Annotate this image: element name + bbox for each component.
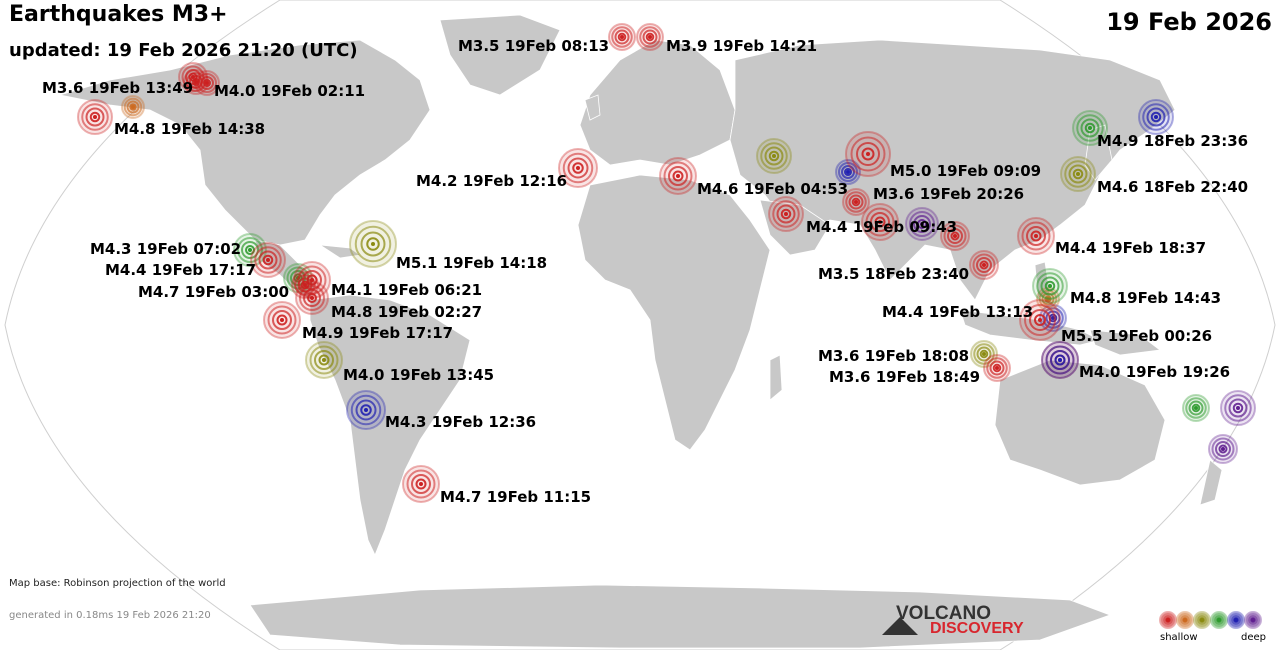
earthquake-marker[interactable] bbox=[305, 341, 343, 379]
earthquake-label[interactable]: M4.8 19Feb 14:38 bbox=[114, 120, 265, 138]
legend-depth-circle[interactable] bbox=[1159, 611, 1177, 629]
logo-text-volcano: VOLCANO bbox=[896, 603, 991, 624]
legend-depth-circle[interactable] bbox=[1210, 611, 1228, 629]
new-guinea bbox=[1089, 329, 1162, 356]
earthquake-marker[interactable] bbox=[1019, 299, 1061, 341]
legend-depth-circle[interactable] bbox=[1227, 611, 1245, 629]
earthquake-label[interactable]: M3.5 19Feb 08:13 bbox=[458, 37, 609, 55]
earthquake-marker[interactable] bbox=[194, 70, 220, 96]
earthquake-label[interactable]: M4.2 19Feb 12:16 bbox=[416, 172, 567, 190]
earthquake-label[interactable]: M4.0 19Feb 13:45 bbox=[343, 366, 494, 384]
earthquake-marker-extra-4[interactable] bbox=[905, 207, 939, 241]
earthquake-label[interactable]: M4.8 19Feb 02:27 bbox=[331, 303, 482, 321]
earthquake-marker-extra-7[interactable] bbox=[1138, 99, 1174, 135]
earthquake-label[interactable]: M4.9 19Feb 17:17 bbox=[302, 324, 453, 342]
earthquake-marker[interactable] bbox=[402, 465, 440, 503]
updated-timestamp: updated: 19 Feb 2026 21:20 (UTC) bbox=[9, 40, 358, 61]
page-title: Earthquakes M3+ bbox=[9, 2, 228, 27]
earthquake-label[interactable]: M4.0 19Feb 02:11 bbox=[214, 82, 365, 100]
earthquake-marker[interactable] bbox=[1041, 341, 1079, 379]
earthquake-marker[interactable] bbox=[983, 354, 1011, 382]
legend-deep-label: deep bbox=[1241, 632, 1266, 643]
volcano-icon bbox=[882, 617, 918, 635]
earthquake-label[interactable]: M3.6 19Feb 18:08 bbox=[818, 347, 969, 365]
earthquake-marker[interactable] bbox=[845, 131, 891, 177]
greenland bbox=[439, 14, 561, 96]
earthquake-label[interactable]: M5.0 19Feb 09:09 bbox=[890, 162, 1041, 180]
new-zealand bbox=[1199, 459, 1223, 506]
earthquake-marker[interactable] bbox=[1017, 217, 1055, 255]
land-masses bbox=[59, 14, 1223, 649]
earthquake-label[interactable]: M4.7 19Feb 03:00 bbox=[138, 283, 289, 301]
depth-legend: shallow deep bbox=[1158, 608, 1268, 648]
earthquake-marker-extra-2[interactable] bbox=[756, 138, 792, 174]
australia bbox=[994, 359, 1166, 486]
logo-text-discovery: DISCOVERY bbox=[930, 620, 1024, 637]
earthquake-label[interactable]: M4.4 19Feb 09:43 bbox=[806, 218, 957, 236]
south-america bbox=[309, 294, 471, 557]
earthquake-marker[interactable] bbox=[969, 250, 999, 280]
earthquake-marker[interactable] bbox=[861, 203, 899, 241]
earthquake-marker[interactable] bbox=[346, 390, 386, 430]
earthquake-label[interactable]: M4.7 19Feb 11:15 bbox=[440, 488, 591, 506]
earthquake-marker[interactable] bbox=[636, 23, 664, 51]
earthquake-marker[interactable] bbox=[250, 242, 286, 278]
earthquake-label[interactable]: M4.0 19Feb 19:26 bbox=[1079, 363, 1230, 381]
earthquake-marker-extra-1[interactable] bbox=[121, 95, 145, 119]
earthquake-marker[interactable] bbox=[233, 233, 267, 267]
earthquake-label[interactable]: M3.9 19Feb 14:21 bbox=[666, 37, 817, 55]
earthquake-label[interactable]: M4.1 19Feb 06:21 bbox=[331, 281, 482, 299]
legend-depth-circle[interactable] bbox=[1244, 611, 1262, 629]
indonesia bbox=[959, 309, 1102, 346]
earthquake-marker[interactable] bbox=[1072, 110, 1108, 146]
earthquake-label[interactable]: M4.6 18Feb 22:40 bbox=[1097, 178, 1248, 196]
earthquake-marker-extra-11[interactable] bbox=[1208, 434, 1238, 464]
earthquake-marker-extra-9[interactable] bbox=[1182, 394, 1210, 422]
earthquake-label[interactable]: M4.3 19Feb 12:36 bbox=[385, 413, 536, 431]
earthquake-marker-extra-3[interactable] bbox=[835, 159, 861, 185]
earthquake-label[interactable]: M4.3 19Feb 07:02 bbox=[90, 240, 241, 258]
earthquake-marker[interactable] bbox=[1032, 268, 1068, 304]
earthquake-label[interactable]: M4.4 19Feb 18:37 bbox=[1055, 239, 1206, 257]
earthquake-marker-extra-5[interactable] bbox=[940, 221, 970, 251]
earthquake-label[interactable]: M5.1 19Feb 14:18 bbox=[396, 254, 547, 272]
depth-legend-circles bbox=[1159, 611, 1262, 629]
earthquake-label[interactable]: M4.8 19Feb 14:43 bbox=[1070, 289, 1221, 307]
earthquake-marker[interactable] bbox=[349, 220, 397, 268]
volcano-discovery-logo[interactable]: VOLCANO DISCOVERY bbox=[880, 603, 1040, 643]
earthquake-marker-extra-12[interactable] bbox=[768, 196, 804, 232]
earthquake-label[interactable]: M4.4 19Feb 17:17 bbox=[105, 261, 256, 279]
legend-shallow-label: shallow bbox=[1160, 632, 1198, 643]
north-america bbox=[59, 39, 431, 246]
map-base-note: Map base: Robinson projection of the wor… bbox=[9, 578, 226, 589]
earthquake-marker-extra-10[interactable] bbox=[1220, 390, 1256, 426]
earthquake-label[interactable]: M5.5 19Feb 00:26 bbox=[1061, 327, 1212, 345]
earthquake-label[interactable]: M3.6 19Feb 13:49 bbox=[42, 79, 193, 97]
earthquake-label[interactable]: M3.5 18Feb 23:40 bbox=[818, 265, 969, 283]
madagascar bbox=[769, 354, 783, 401]
earthquake-label[interactable]: M4.6 19Feb 04:53 bbox=[697, 180, 848, 198]
earthquake-label[interactable]: M3.6 19Feb 18:49 bbox=[829, 368, 980, 386]
earthquake-marker[interactable] bbox=[263, 301, 301, 339]
generated-note: generated in 0.18ms 19 Feb 2026 21:20 bbox=[9, 610, 211, 621]
europe bbox=[579, 39, 736, 166]
earthquake-marker[interactable] bbox=[558, 148, 598, 188]
earthquake-marker[interactable] bbox=[291, 271, 319, 299]
map-date: 19 Feb 2026 bbox=[1106, 8, 1272, 36]
legend-depth-circle[interactable] bbox=[1176, 611, 1194, 629]
earthquake-label[interactable]: M4.4 19Feb 13:13 bbox=[882, 303, 1033, 321]
earthquake-label[interactable]: M3.6 19Feb 20:26 bbox=[873, 185, 1024, 203]
earthquake-marker[interactable] bbox=[608, 23, 636, 51]
british-isles bbox=[584, 94, 601, 121]
earthquake-marker[interactable] bbox=[842, 188, 870, 216]
earthquake-marker[interactable] bbox=[659, 157, 697, 195]
africa bbox=[577, 174, 771, 451]
earthquake-label[interactable]: M4.9 18Feb 23:36 bbox=[1097, 132, 1248, 150]
earthquake-marker[interactable] bbox=[77, 99, 113, 135]
legend-depth-circle[interactable] bbox=[1193, 611, 1211, 629]
earthquake-marker[interactable] bbox=[1060, 156, 1096, 192]
